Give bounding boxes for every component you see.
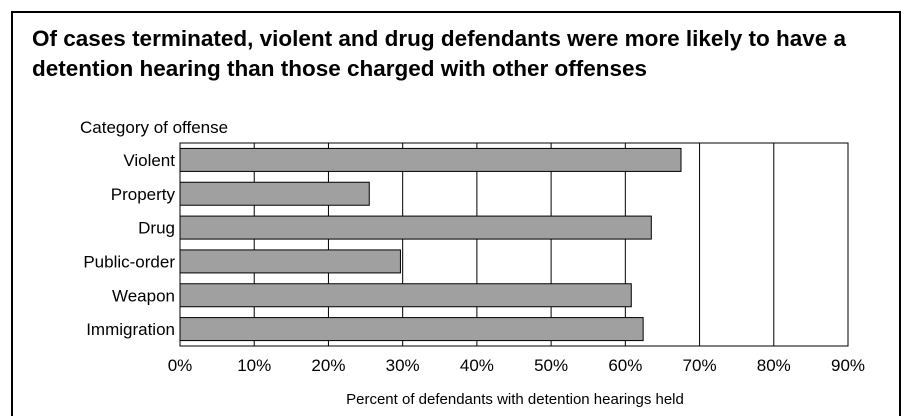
grid-lines [253,143,775,346]
x-tick-label: 20% [311,356,345,375]
x-tick-label: 60% [608,356,642,375]
bar-immigration [179,317,644,342]
category-label: Violent [123,151,175,170]
x-tick-label: 40% [460,356,494,375]
category-label: Property [111,185,176,204]
bar-violent [179,147,682,172]
category-label: Weapon [112,286,175,305]
x-axis-title: Percent of defendants with detention hea… [346,391,684,408]
x-tick-label: 80% [757,356,791,375]
x-tick-label: 70% [683,356,717,375]
bar-drug [179,215,652,240]
x-tick-label: 0% [168,356,193,375]
plot-area-border [179,142,849,347]
bars [179,147,682,342]
bar-public-order [179,249,401,274]
bar-property [179,181,370,206]
category-label: Public-order [83,252,175,271]
x-tick-label: 90% [831,356,865,375]
x-tick-labels: 0% 10% 20% 30% 40% 50% 60% 70% 80% 90% [168,356,865,375]
y-axis-title: Category of offense [80,118,228,137]
category-label: Drug [138,219,175,238]
category-labels: Violent Property Drug Public-order Weapon Imm… [83,151,175,339]
x-tick-label: 50% [534,356,568,375]
x-tick-label: 30% [386,356,420,375]
bar-weapon [179,283,632,308]
x-tick-label: 10% [237,356,271,375]
chart-title: Of cases terminated, violent and drug de… [32,26,846,81]
category-label: Immigration [86,320,175,339]
chart-frame [11,11,901,416]
